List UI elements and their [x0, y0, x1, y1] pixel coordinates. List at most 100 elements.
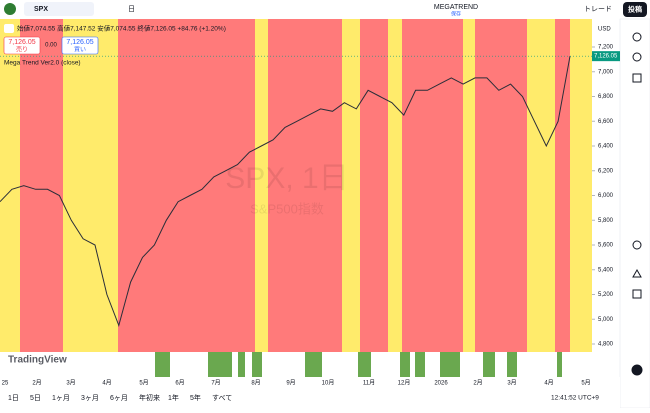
collapse-button[interactable]: [4, 24, 14, 33]
publish-button[interactable]: [623, 2, 647, 17]
layers-icon[interactable]: [632, 73, 642, 83]
x-tick-label: 25: [2, 381, 9, 387]
range-button[interactable]: 5年: [190, 393, 201, 402]
tv-logo: TradingView: [8, 355, 67, 366]
trend-band: [63, 19, 118, 352]
background-bands: [0, 19, 592, 377]
trend-band: [20, 19, 63, 352]
x-tick-label: 5月: [581, 380, 590, 387]
right-sidebar: [619, 18, 650, 409]
x-tick-label: 11月: [363, 380, 375, 387]
y-tick-label: 7,200: [598, 45, 614, 51]
symbol[interactable]: SPX: [34, 6, 48, 13]
y-tick-label: 6,800: [598, 94, 614, 100]
x-tick-label: 9月: [286, 380, 295, 387]
logo-button[interactable]: [4, 3, 16, 15]
trade-button[interactable]: トレード: [584, 6, 612, 13]
x-tick-label: 5月: [139, 380, 148, 387]
sell-label[interactable]: 売り: [16, 46, 28, 54]
trend-band: [360, 19, 388, 352]
y-tick-label: 6,400: [598, 144, 614, 150]
ideas-icon[interactable]: [632, 268, 642, 278]
watchlist-icon[interactable]: [632, 32, 642, 42]
y-tick-label: 5,800: [598, 218, 614, 224]
buy-price[interactable]: 7,126.05: [66, 39, 93, 46]
top-toolbar: [0, 0, 650, 19]
range-bar: 1日 5日 1ヶ月 3ヶ月 6ヶ月 年初来 1年 5年 すべて: [8, 393, 232, 402]
indicator-bar: [208, 352, 232, 377]
indicator-bar: [557, 352, 562, 377]
trend-band: [388, 19, 402, 352]
range-button[interactable]: 6ヶ月: [110, 394, 128, 402]
x-tick-label: 7月: [211, 380, 220, 387]
trend-band: [570, 19, 592, 352]
interval[interactable]: 日: [128, 5, 135, 13]
alerts-icon[interactable]: [632, 52, 642, 62]
buy-label[interactable]: 買い: [74, 47, 86, 54]
publish-label[interactable]: 投稿: [628, 4, 642, 13]
range-button[interactable]: 年初来: [139, 393, 160, 402]
range-button[interactable]: 1ヶ月: [52, 394, 70, 402]
indicator-bar: [415, 352, 425, 377]
x-tick-label: 12月: [398, 380, 411, 387]
ohlc: 始値7,074.55 高値7,147.52 安値7,074.55 終値7,126…: [17, 24, 226, 33]
range-button[interactable]: 1日: [8, 394, 19, 402]
indicator-bar: [155, 352, 170, 377]
y-tick-label: 5,200: [598, 292, 614, 298]
indicator-bar: [238, 352, 245, 377]
layout-status: 保存: [451, 10, 461, 17]
sell-price[interactable]: 7,126.05: [8, 39, 35, 46]
x-tick-label: 4月: [544, 380, 553, 387]
range-button[interactable]: すべて: [212, 394, 232, 402]
apps-icon[interactable]: [631, 364, 643, 376]
trend-band: [255, 19, 268, 352]
y-tick-label: 6,600: [598, 119, 614, 125]
x-tick-label: 3月: [66, 380, 75, 387]
sidebar-icons[interactable]: [631, 32, 643, 376]
y-tick-label: 7,000: [598, 69, 614, 75]
indicator-pane: [0, 352, 592, 377]
buy-button[interactable]: [61, 36, 99, 55]
trend-band: [118, 19, 130, 352]
price-line: [0, 56, 571, 328]
time-axis: 25 2月 3月 4月 5月 6月 7月 8月 9月 10月 11月 12月 2026 2月 3月 4月 5月: [2, 380, 591, 387]
spread: 0.00: [45, 43, 57, 49]
sell-button[interactable]: [3, 36, 41, 55]
y-tick-label: 6,000: [598, 193, 614, 199]
x-tick-label: 6月: [175, 380, 184, 387]
trend-band: [527, 19, 555, 352]
y-tick-label: 5,400: [598, 267, 614, 273]
x-tick-label: 4月: [102, 380, 111, 387]
range-button[interactable]: 1年: [168, 393, 179, 402]
x-tick-label: 3月: [507, 380, 516, 387]
x-tick-label: 10月: [322, 380, 335, 387]
x-tick-label: 2月: [473, 380, 482, 387]
range-button[interactable]: 3ヶ月: [81, 394, 99, 402]
y-tick-label: 5,000: [598, 317, 614, 323]
symbol-search[interactable]: [24, 2, 94, 16]
y-tick-label: 6,200: [598, 168, 614, 174]
trend-band: [402, 19, 463, 352]
trend-band: [268, 19, 342, 352]
indicator-bar: [483, 352, 495, 377]
x-tick-label: 8月: [251, 380, 260, 387]
watermark-subtitle: S&P500指数: [250, 201, 324, 216]
trend-band: [0, 19, 20, 352]
price-axis: [592, 19, 620, 377]
plot: [0, 55, 592, 328]
clock: 12:41:52 UTC+9: [551, 395, 599, 402]
layout-name[interactable]: MEGATREND: [434, 4, 478, 11]
signal-icon[interactable]: [632, 240, 642, 250]
trend-band: [130, 19, 255, 352]
last-price-label: 7,126.05: [594, 54, 618, 60]
calendar-icon[interactable]: [632, 289, 642, 299]
indicator-name: Mega Trend Ver2.0 (close): [4, 60, 81, 67]
last-price-tag: [592, 51, 620, 62]
trend-band: [475, 19, 527, 352]
range-button[interactable]: 5日: [30, 394, 41, 402]
indicator-bar: [440, 352, 460, 377]
indicator-bar: [252, 352, 262, 377]
trend-band: [342, 19, 360, 352]
